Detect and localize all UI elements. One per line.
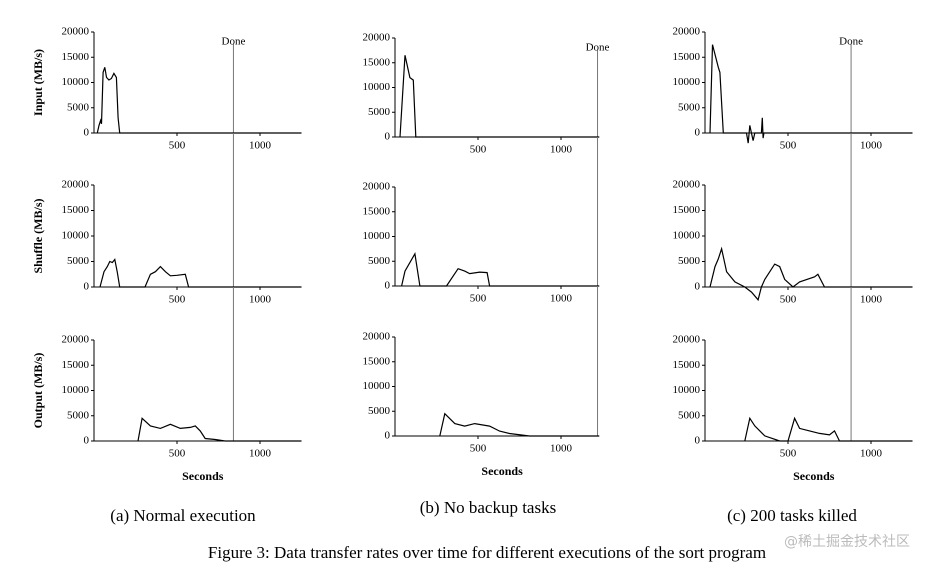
y-tick-label: 5000 — [67, 255, 90, 267]
y-axis-label: Shuffle (MB/s) — [31, 198, 45, 273]
x-tick-label: 500 — [169, 448, 186, 460]
y-tick-label: 20000 — [673, 334, 701, 346]
x-tick-label: 500 — [470, 293, 487, 305]
x-tick-label: 500 — [780, 294, 797, 306]
y-tick-label: 10000 — [673, 384, 701, 396]
data-line — [709, 44, 913, 144]
x-tick-label: 500 — [780, 448, 797, 460]
x-tick-label: 500 — [169, 140, 186, 152]
y-tick-label: 20000 — [62, 179, 90, 191]
y-tick-label: 0 — [385, 430, 391, 442]
y-tick-label: 15000 — [363, 56, 391, 68]
y-tick-label: 20000 — [363, 181, 391, 193]
watermark: @稀土掘金技术社区 — [784, 534, 910, 550]
y-tick-label: 5000 — [678, 255, 701, 267]
y-tick-label: 5000 — [67, 409, 90, 421]
y-tick-label: 20000 — [62, 334, 90, 346]
y-tick-label: 20000 — [673, 179, 701, 191]
y-tick-label: 15000 — [62, 51, 90, 63]
y-tick-label: 0 — [84, 281, 90, 293]
y-tick-label: 10000 — [62, 76, 90, 88]
y-tick-label: 10000 — [363, 81, 391, 93]
x-tick-label: 500 — [470, 144, 487, 156]
data-line — [96, 67, 302, 134]
x-tick-label: 500 — [470, 443, 487, 455]
y-tick-label: 10000 — [363, 380, 391, 392]
y-tick-label: 15000 — [673, 204, 701, 216]
y-tick-label: 0 — [385, 131, 391, 143]
y-tick-label: 0 — [695, 435, 701, 447]
figure-caption: Figure 3: Data transfer rates over time … — [208, 543, 766, 562]
done-label: Done — [222, 36, 246, 48]
done-label: Done — [586, 42, 610, 54]
y-tick-label: 10000 — [673, 230, 701, 242]
y-tick-label: 0 — [695, 281, 701, 293]
x-tick-label: 500 — [780, 140, 797, 152]
data-line — [99, 258, 302, 288]
y-tick-label: 20000 — [673, 26, 701, 38]
x-tick-label: 1000 — [860, 294, 883, 306]
subcaption: (c) 200 tasks killed — [727, 506, 857, 525]
y-axis-label: Input (MB/s) — [31, 49, 45, 116]
y-tick-label: 15000 — [363, 205, 391, 217]
y-tick-label: 20000 — [62, 26, 90, 38]
y-tick-label: 10000 — [62, 384, 90, 396]
data-line — [401, 252, 600, 287]
x-tick-label: 1000 — [249, 448, 272, 460]
y-tick-label: 10000 — [363, 230, 391, 242]
y-tick-label: 5000 — [67, 101, 90, 113]
y-tick-label: 10000 — [62, 230, 90, 242]
y-tick-label: 15000 — [62, 204, 90, 216]
y-tick-label: 0 — [385, 280, 391, 292]
x-tick-label: 1000 — [249, 294, 272, 306]
data-line — [439, 412, 600, 437]
y-tick-label: 5000 — [678, 409, 701, 421]
y-tick-label: 5000 — [368, 405, 391, 417]
x-tick-label: 1000 — [860, 140, 883, 152]
done-label: Done — [839, 36, 863, 48]
y-tick-label: 15000 — [673, 51, 701, 63]
y-tick-label: 15000 — [363, 355, 391, 367]
subcaption: (b) No backup tasks — [420, 498, 556, 517]
x-tick-label: 500 — [169, 294, 186, 306]
data-line — [399, 55, 600, 138]
x-axis-label: Seconds — [182, 469, 224, 483]
x-tick-label: 1000 — [550, 293, 573, 305]
y-tick-label: 5000 — [678, 101, 701, 113]
y-tick-label: 20000 — [363, 32, 391, 44]
y-tick-label: 10000 — [673, 76, 701, 88]
y-tick-label: 15000 — [62, 359, 90, 371]
data-line — [744, 416, 913, 442]
y-tick-label: 0 — [84, 435, 90, 447]
y-tick-label: 5000 — [368, 106, 391, 118]
y-tick-label: 15000 — [673, 359, 701, 371]
y-tick-label: 0 — [84, 127, 90, 139]
x-axis-label: Seconds — [793, 469, 835, 483]
y-tick-label: 5000 — [368, 255, 391, 267]
x-tick-label: 1000 — [860, 448, 883, 460]
x-axis-label: Seconds — [481, 464, 523, 478]
x-tick-label: 1000 — [550, 144, 573, 156]
y-tick-label: 0 — [695, 127, 701, 139]
y-axis-label: Output (MB/s) — [31, 353, 45, 429]
data-line — [137, 417, 302, 442]
x-tick-label: 1000 — [249, 140, 272, 152]
subcaption: (a) Normal execution — [110, 506, 256, 525]
y-tick-label: 20000 — [363, 331, 391, 343]
data-line — [709, 246, 913, 302]
x-tick-label: 1000 — [550, 443, 573, 455]
